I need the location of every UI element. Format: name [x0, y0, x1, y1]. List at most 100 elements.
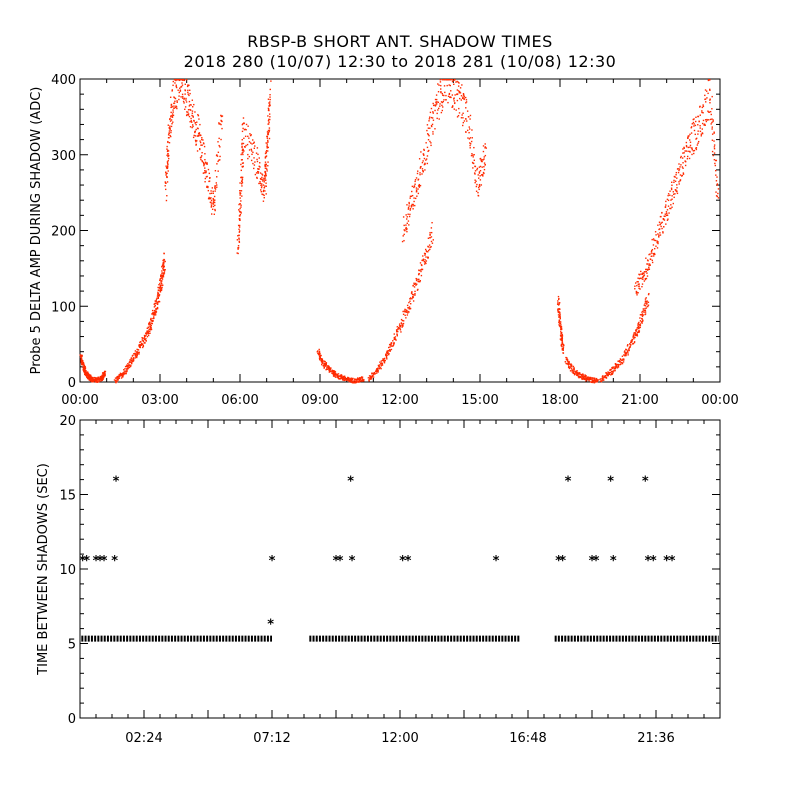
data-point: [412, 300, 415, 302]
data-point: [255, 172, 258, 174]
data-point: [590, 381, 593, 383]
data-point: [269, 96, 271, 98]
data-point: [260, 190, 263, 193]
data-point: [259, 180, 261, 183]
data-point: [400, 331, 402, 333]
data-point: [653, 253, 655, 256]
data-point: *: [269, 554, 276, 569]
data-point: [483, 156, 485, 158]
data-point: [237, 247, 239, 249]
data-point: [467, 137, 469, 139]
data-point: [174, 100, 176, 102]
data-point: [369, 378, 372, 380]
data-point: [321, 362, 323, 364]
data-point: [195, 144, 197, 146]
data-point: [196, 127, 199, 129]
data-point: [169, 127, 171, 129]
data-point: [641, 314, 643, 316]
data-point: [204, 170, 206, 172]
data-point: [386, 352, 389, 355]
data-point: [417, 192, 420, 195]
data-point: [102, 372, 104, 374]
data-point: [578, 375, 581, 377]
data-point: [173, 107, 176, 109]
data-point: [91, 377, 93, 379]
data-point: [154, 314, 156, 316]
data-point: [152, 314, 155, 316]
data-point: [426, 133, 429, 135]
data-point: [477, 174, 479, 176]
data-point: [176, 100, 178, 102]
data-point: [128, 361, 131, 363]
data-point: [409, 297, 412, 299]
data-point: [134, 353, 137, 355]
data-point: [334, 371, 336, 373]
data-point: *: [337, 554, 344, 569]
data-point: [350, 381, 352, 383]
data-point: [459, 92, 462, 94]
data-point: [170, 115, 172, 117]
data-point: [268, 118, 270, 121]
data-point: [216, 184, 218, 186]
data-point: [669, 207, 671, 210]
data-point: [184, 108, 186, 111]
data-point: [392, 344, 395, 346]
data-point: [638, 321, 640, 324]
data-point: [185, 79, 188, 81]
data-point: [206, 162, 208, 164]
data-point: [210, 190, 212, 192]
data-point: [476, 168, 478, 171]
data-point: [175, 79, 177, 82]
data-point: [569, 366, 571, 369]
data-point: [201, 144, 203, 146]
data-point: [628, 346, 631, 348]
data-point: [80, 361, 83, 363]
data-point: [326, 368, 328, 370]
data-point: [94, 377, 97, 379]
data-point: [699, 125, 701, 127]
data-point: [711, 133, 714, 135]
data-point: [96, 379, 99, 381]
data-point: [613, 370, 615, 372]
data-point: [629, 343, 631, 345]
x-tick-label: 00:00: [61, 393, 98, 408]
data-point: [130, 365, 132, 367]
data-point: [170, 125, 173, 128]
data-point: [136, 351, 138, 354]
data-point: [130, 357, 133, 359]
data-point: [568, 362, 570, 365]
data-point: [418, 273, 420, 275]
data-point: [241, 123, 244, 126]
data-point: [697, 133, 699, 135]
data-point: [408, 215, 411, 218]
data-point: [695, 147, 698, 149]
data-point: [647, 263, 649, 265]
data-point: [577, 371, 579, 374]
data-point: [414, 294, 416, 296]
data-point: [201, 160, 204, 163]
data-point: [656, 241, 658, 244]
data-point: [713, 132, 715, 134]
data-point: [149, 327, 152, 329]
y-tick-label: 400: [51, 73, 76, 88]
data-point: [431, 117, 434, 119]
data-point: [582, 377, 584, 379]
data-point: [678, 168, 681, 170]
data-point: [573, 368, 575, 370]
data-point: [268, 131, 270, 133]
data-point: [370, 378, 373, 380]
data-point: [655, 234, 657, 236]
data-point: [380, 363, 382, 365]
data-point: [701, 122, 704, 125]
data-point: [163, 273, 165, 275]
data-point: [483, 166, 485, 168]
data-point: [700, 133, 703, 135]
data-point: [184, 89, 187, 92]
data-point: [255, 152, 258, 154]
data-point: [346, 379, 348, 382]
data-point: [426, 162, 429, 165]
data-point: [116, 376, 119, 378]
data-point: [172, 121, 174, 123]
data-point: [480, 159, 482, 161]
data-point: [402, 322, 405, 325]
